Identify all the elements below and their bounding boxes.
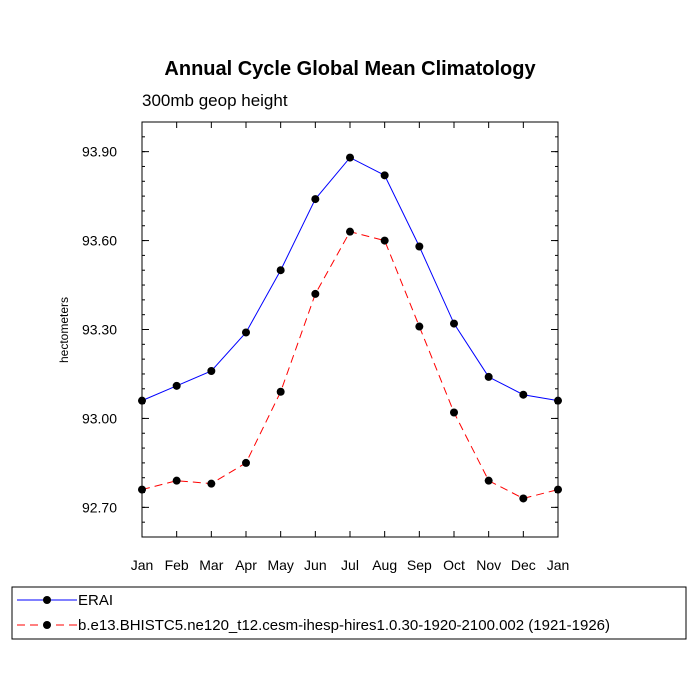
x-tick-label: May: [267, 557, 293, 573]
legend-label-1: b.e13.BHISTC5.ne120_t12.cesm-ihesp-hires…: [78, 617, 610, 634]
x-tick-label: Nov: [476, 557, 501, 573]
legend-marker-0: [43, 596, 51, 604]
chart-title: Annual Cycle Global Mean Climatology: [164, 58, 536, 80]
y-tick-label: 93.60: [82, 233, 117, 249]
series-1-point: [554, 485, 562, 494]
legend-marker-1: [43, 621, 51, 629]
series-0-point: [450, 319, 458, 328]
x-tick-label: Sep: [407, 557, 432, 573]
series-layer: [138, 153, 562, 503]
y-axis-ticks: 92.70 93.00 93.30 93.60 93.90: [82, 121, 558, 538]
series-1-point: [276, 387, 285, 396]
x-tick-label: Mar: [199, 557, 223, 573]
x-tick-label: Feb: [165, 557, 189, 573]
x-tick-label: Oct: [443, 557, 465, 573]
legend-box: [11, 586, 687, 640]
series-0-point: [484, 372, 493, 381]
chart-subtitle: 300mb geop height: [142, 91, 288, 110]
series-0-point: [554, 396, 562, 405]
series-0-point: [172, 381, 181, 390]
x-axis-ticks: Jan Feb Mar Apr May Jun Jul Aug Sep Oct Nov Dec Jan: [131, 122, 570, 573]
x-tick-label: Apr: [235, 557, 257, 573]
y-tick-label: 92.70: [82, 499, 117, 515]
plot-frame: [141, 121, 559, 538]
y-tick-label: 93.90: [82, 144, 117, 160]
y-tick-label: 93.30: [82, 322, 117, 338]
series-1-point: [242, 458, 250, 467]
series-1-point: [380, 236, 389, 245]
series-1-point: [172, 476, 181, 485]
x-tick-label: Jan: [131, 557, 154, 573]
series-1-point: [207, 479, 216, 488]
y-axis-label: hectometers: [57, 297, 71, 363]
legend-label-0: ERAI: [78, 592, 113, 609]
series-1-point: [519, 494, 528, 503]
series-1-point: [311, 289, 320, 298]
series-1-point: [415, 322, 424, 331]
x-tick-label: Dec: [511, 557, 536, 573]
series-line-0: [141, 156, 559, 402]
series-1-point: [138, 485, 146, 494]
series-0-point: [311, 195, 320, 204]
x-tick-label: Jan: [547, 557, 570, 573]
series-0-point: [138, 396, 146, 405]
series-0-point: [519, 390, 528, 399]
series-line-1: [141, 231, 559, 499]
series-0-point: [415, 242, 424, 251]
series-0-point: [380, 171, 389, 180]
series-0-point: [207, 367, 216, 375]
series-1-point: [346, 227, 354, 236]
y-tick-label: 93.00: [82, 410, 117, 426]
series-0-point: [276, 266, 285, 275]
x-tick-label: Jun: [304, 557, 327, 573]
legend: ERAI b.e13.BHISTC5.ne120_t12.cesm-ihesp-h…: [17, 592, 610, 634]
series-0-point: [242, 328, 250, 337]
x-tick-label: Aug: [372, 557, 397, 573]
series-1-point: [484, 476, 493, 485]
series-0-point: [346, 153, 354, 162]
x-tick-label: Jul: [341, 557, 359, 573]
series-1-point: [450, 408, 458, 417]
